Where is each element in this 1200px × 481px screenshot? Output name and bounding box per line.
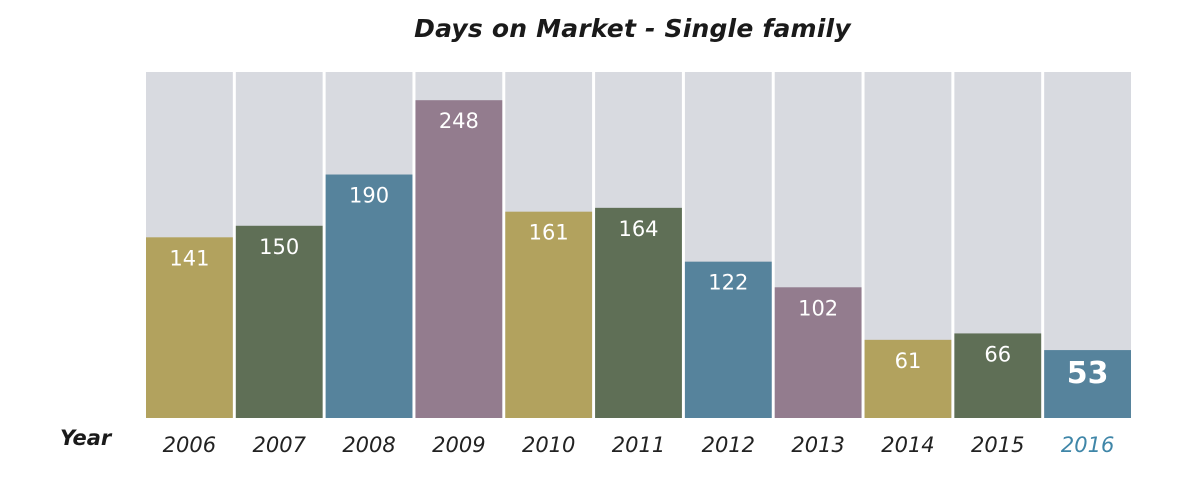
x-axis-label: Year [60, 426, 112, 450]
bar-2011 [595, 207, 682, 418]
tick-label-2014: 2014 [881, 433, 934, 457]
bar-2013 [774, 287, 862, 418]
bar-2016 [1044, 350, 1131, 418]
value-label-2014: 61 [895, 349, 922, 373]
value-label-2006: 141 [169, 246, 209, 270]
tick-label-2013: 2013 [791, 433, 844, 457]
tick-label-2007: 2007 [253, 433, 307, 457]
tick-label-2012: 2012 [702, 433, 755, 457]
tick-label-2016: 2016 [1061, 433, 1114, 457]
value-label-2009: 248 [439, 109, 479, 133]
bar-2006 [146, 237, 233, 418]
value-label-2007: 150 [259, 235, 299, 259]
bar-2010 [505, 211, 593, 418]
bar-2015 [954, 333, 1042, 418]
bar-2014 [864, 339, 952, 418]
tick-label-2006: 2006 [163, 433, 216, 457]
chart-title: Days on Market - Single family [414, 14, 851, 43]
value-label-2008: 190 [349, 184, 389, 208]
bar-2012 [684, 261, 772, 418]
tick-label-2009: 2009 [432, 433, 485, 457]
bar-2008 [325, 174, 413, 418]
bar-2009 [415, 100, 503, 418]
value-label-2015: 66 [984, 342, 1011, 366]
value-label-2012: 122 [708, 271, 748, 295]
value-label-2013: 102 [798, 296, 838, 320]
tick-label-2008: 2008 [342, 433, 395, 457]
tick-label-2011: 2011 [612, 433, 665, 457]
value-label-2010: 161 [529, 221, 569, 245]
bar-2007 [235, 225, 323, 418]
value-label-2016: 53 [1067, 356, 1109, 391]
tick-label-2015: 2015 [971, 433, 1024, 457]
value-label-2011: 164 [618, 217, 658, 241]
tick-label-2010: 2010 [522, 433, 575, 457]
